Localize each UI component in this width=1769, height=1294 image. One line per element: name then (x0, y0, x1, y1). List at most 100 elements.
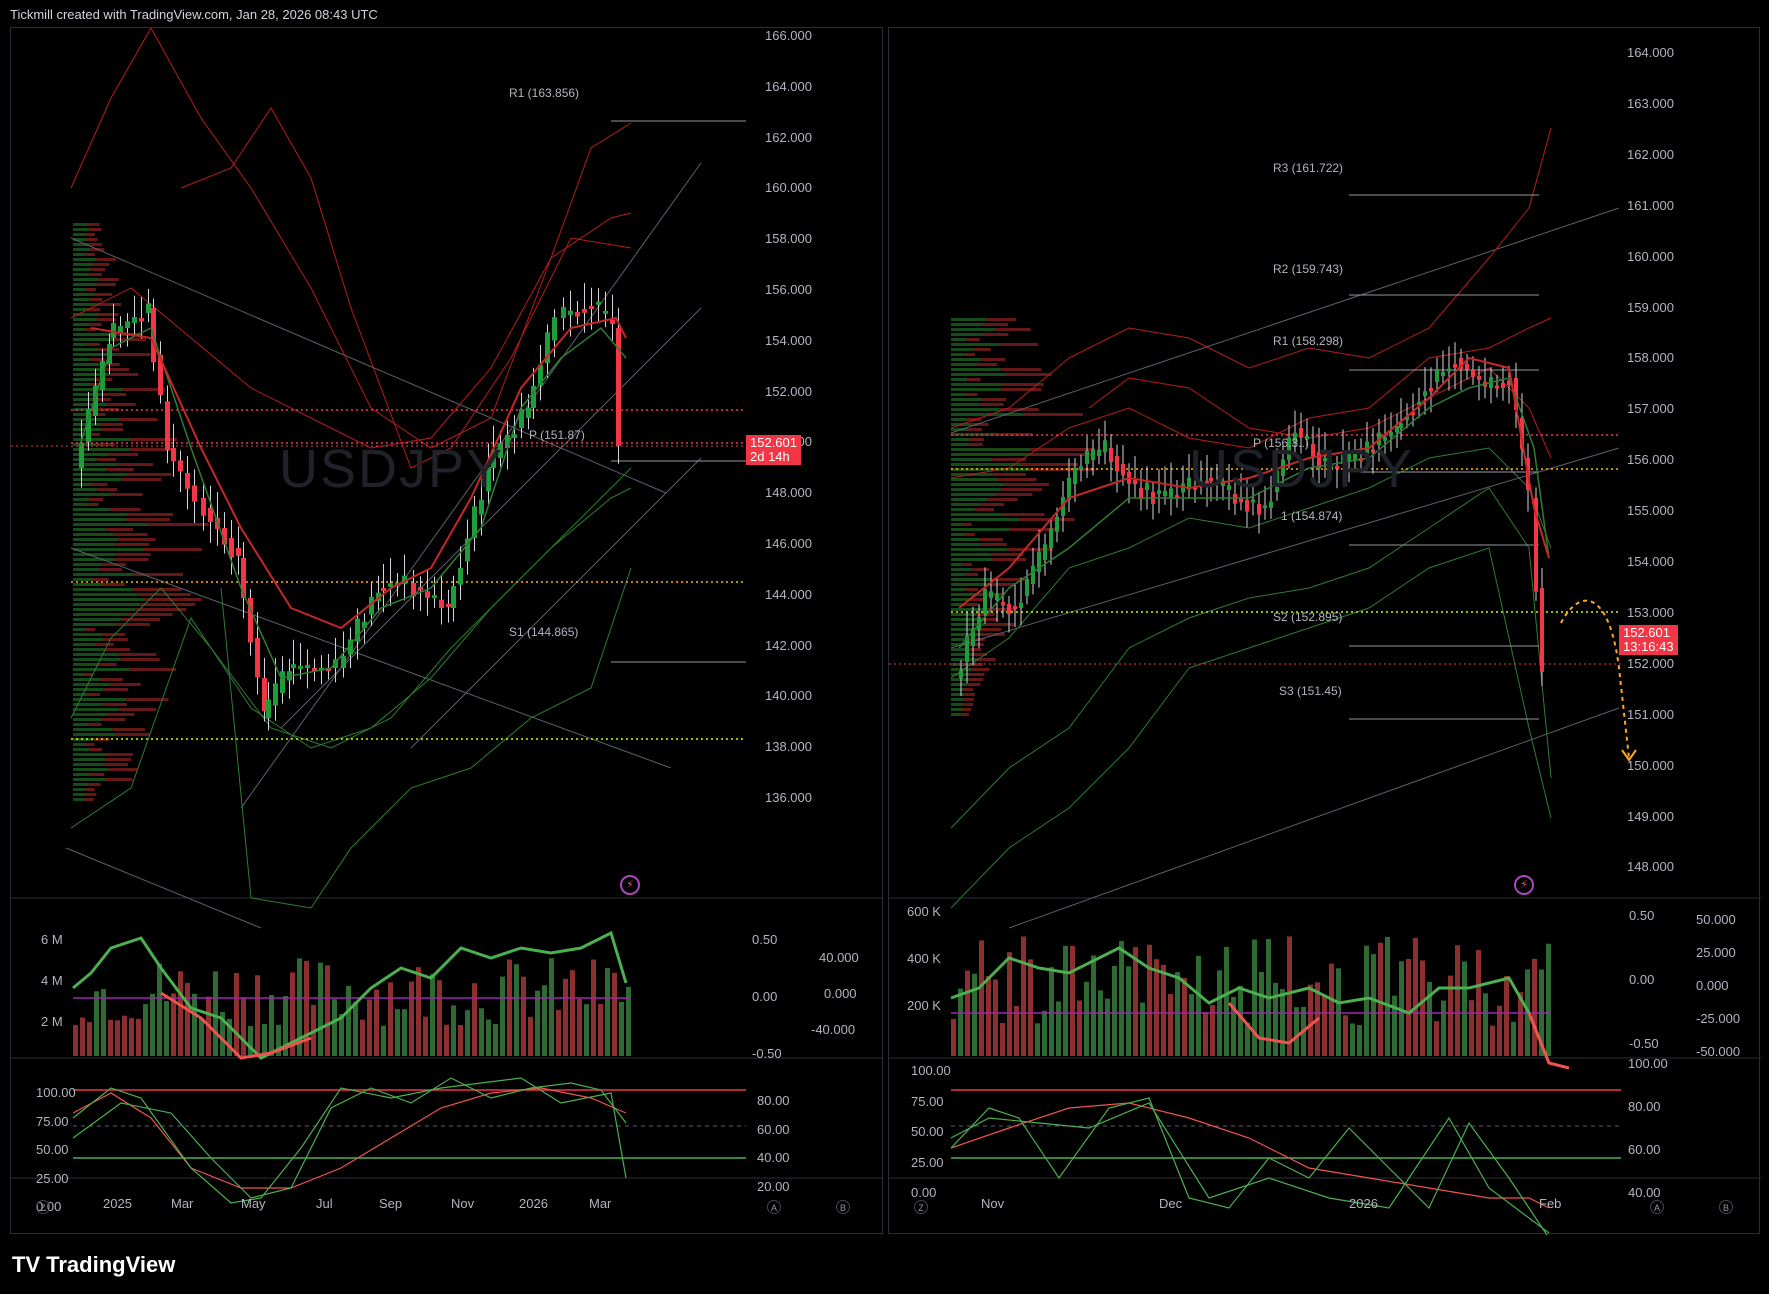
pivot-p-label: P (151.87) (529, 428, 585, 442)
volume-profile-bar (90, 268, 106, 271)
volume-bar (472, 983, 477, 1056)
volume-profile-bar (73, 273, 89, 276)
pivot-s1-label: S1 (144.865) (509, 625, 579, 639)
volume-bar (353, 1001, 358, 1056)
candle-body (201, 498, 206, 516)
volume-profile-bar (73, 608, 136, 611)
lightning-alert-icon[interactable]: ⚡ (1514, 875, 1534, 895)
auto-scale-button[interactable]: A (1650, 1200, 1664, 1214)
volume-profile-bar (73, 648, 105, 651)
volume-profile-bar (73, 243, 90, 246)
stochastic-line (72, 1077, 627, 1199)
tradingview-footer[interactable]: TV TradingView (12, 1252, 175, 1278)
volume-profile-bar (105, 778, 133, 781)
volume-profile-bar (951, 418, 968, 421)
log-scale-button[interactable]: B (1719, 1200, 1733, 1214)
volume-profile-bar (951, 583, 987, 586)
volume-profile-bar (73, 628, 86, 631)
volume-profile-bar (84, 788, 95, 791)
volume-bar (507, 959, 512, 1056)
chart-attribution: Tickmill created with TradingView.com, J… (10, 7, 378, 22)
volume-profile-bar (73, 513, 128, 516)
candle-body (989, 591, 993, 598)
candle-body (582, 309, 587, 313)
volume-axis-label: 2 M (41, 1014, 63, 1029)
volume-profile-bar (1004, 483, 1049, 486)
volume-profile-bar (114, 533, 148, 536)
candle-body (1281, 459, 1285, 476)
volume-bar (1399, 961, 1404, 1056)
price-axis-label: 152.000 (765, 383, 812, 399)
candle-body (1175, 495, 1179, 499)
volume-profile-bar (968, 643, 984, 646)
candle-body (1395, 426, 1399, 433)
volume-bar (612, 972, 617, 1056)
volume-bar (276, 1024, 281, 1056)
time-axis-label: Mar (589, 1196, 612, 1211)
lightning-alert-icon[interactable]: ⚡ (620, 875, 640, 895)
price-axis-label: 138.000 (765, 739, 812, 755)
volume-profile-bar (969, 438, 984, 441)
band-line (950, 447, 1552, 679)
price-axis-label: 158.000 (765, 231, 812, 247)
candle-body (348, 639, 353, 655)
right-chart-canvas[interactable] (889, 28, 1761, 1235)
volume-bar (493, 1023, 498, 1056)
oscillator-axis-label: 0.50 (1629, 908, 1655, 923)
volume-profile-bar (995, 433, 1033, 436)
candle-body (1001, 602, 1005, 606)
left-chart-canvas[interactable] (11, 28, 884, 1235)
volume-bar (108, 1019, 113, 1056)
candle-body (472, 506, 477, 538)
candle-body (132, 317, 137, 323)
volume-profile-bar (73, 658, 121, 661)
volume-profile-bar (73, 458, 97, 461)
volume-profile-bar (73, 333, 112, 336)
volume-bar (115, 1020, 120, 1056)
volume-profile-bar (966, 338, 980, 341)
volume-profile-bar (73, 778, 106, 781)
candle-body (273, 683, 278, 706)
volume-bar (297, 958, 302, 1056)
volume-bar (227, 1018, 232, 1056)
stoch-right-axis-label: 40.00 (1628, 1185, 1661, 1200)
volume-bar (374, 989, 379, 1056)
volume-profile-bar (96, 318, 117, 321)
volume-bar (1196, 955, 1201, 1056)
volume-profile-bar (951, 693, 965, 696)
volume-profile-bar (73, 343, 88, 346)
candle-body (1233, 494, 1237, 504)
volume-bar (199, 1018, 204, 1056)
volume-profile-bar (73, 678, 101, 681)
volume-profile-bar (97, 663, 117, 666)
stoch-right-axis-label: 80.00 (1628, 1099, 1661, 1114)
volume-profile-bar (73, 453, 109, 456)
volume-bar (129, 1018, 134, 1056)
right-chart-pane[interactable]: USDJPY 164.000 163.000 162.000 161.000 160.0… (888, 27, 1761, 1235)
stoch-axis-label: 100.00 (36, 1085, 76, 1100)
candle-body (381, 588, 386, 591)
volume-profile-bar (987, 498, 1018, 501)
volume-profile-bar (73, 638, 104, 641)
candle-body (1257, 504, 1261, 515)
volume-bar (972, 973, 977, 1056)
volume-bar (598, 1003, 603, 1056)
candle-body (1251, 499, 1255, 503)
candle-body (222, 528, 227, 545)
zoom-button[interactable]: Z (914, 1200, 928, 1214)
time-axis-label: Mar (171, 1196, 194, 1211)
auto-scale-button[interactable]: A (767, 1200, 781, 1214)
volume-profile-bar (101, 718, 126, 721)
volume-profile-bar (102, 563, 126, 566)
volume-profile-bar (88, 273, 102, 276)
log-scale-button[interactable]: B (836, 1200, 850, 1214)
volume-profile-bar (975, 658, 996, 661)
band-line (950, 547, 1552, 909)
left-chart-pane[interactable]: USDJPY 166.000 164.000 162.000 160.000 158.0… (10, 27, 884, 1235)
volume-profile-bar (96, 258, 116, 261)
volume-profile-bar (111, 493, 143, 496)
pivot-r1-label: R1 (158.298) (1273, 334, 1344, 348)
volume-bar (1056, 1001, 1061, 1056)
time-axis-label: 2025 (103, 1196, 132, 1211)
zoom-button[interactable]: Z (36, 1200, 50, 1214)
